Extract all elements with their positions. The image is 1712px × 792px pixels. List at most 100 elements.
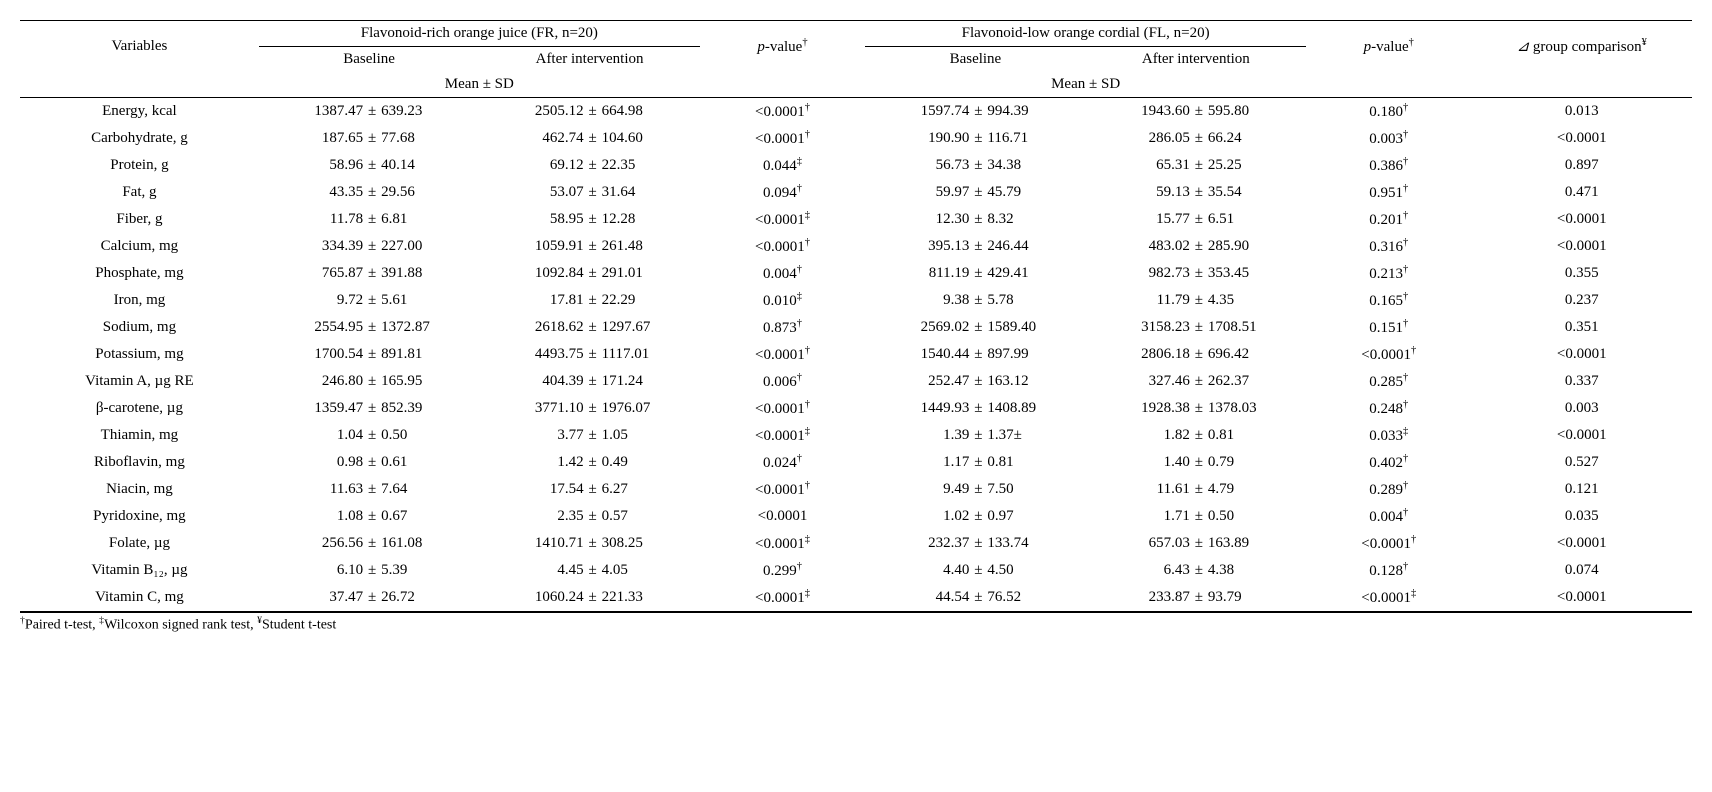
value-cell: 1.08±0.67: [259, 503, 479, 530]
delta-cell: 0.074: [1471, 557, 1692, 584]
value-cell: 1059.91±261.48: [479, 233, 699, 260]
value-cell: 1387.47±639.23: [259, 98, 479, 126]
delta-cell: <0.0001: [1471, 206, 1692, 233]
value-cell: 11.63±7.64: [259, 476, 479, 503]
value-cell: 6.10±5.39: [259, 557, 479, 584]
variable-cell: Vitamin B₁₂, µg: [20, 557, 259, 584]
delta-cell: 0.237: [1471, 287, 1692, 314]
pvalue-cell: 0.010‡: [700, 287, 865, 314]
value-cell: 1.04±0.50: [259, 422, 479, 449]
value-cell: 190.90±116.71: [865, 125, 1085, 152]
table-row: Fiber, g11.78±6.8158.95±12.28<0.0001‡12.…: [20, 206, 1692, 233]
value-cell: 11.79±4.35: [1086, 287, 1306, 314]
delta-cell: <0.0001: [1471, 341, 1692, 368]
value-cell: 286.05±66.24: [1086, 125, 1306, 152]
value-cell: 1597.74±994.39: [865, 98, 1085, 126]
value-cell: 1060.24±221.33: [479, 584, 699, 612]
table-row: Vitamin C, mg37.47±26.721060.24±221.33<0…: [20, 584, 1692, 612]
table-body: Energy, kcal1387.47±639.232505.12±664.98…: [20, 98, 1692, 612]
variable-cell: Carbohydrate, g: [20, 125, 259, 152]
value-cell: 765.87±391.88: [259, 260, 479, 287]
header-pvalue-fr: p-value†: [700, 21, 865, 73]
delta-cell: 0.351: [1471, 314, 1692, 341]
delta-cell: 0.471: [1471, 179, 1692, 206]
table-row: β-carotene, µg1359.47±852.393771.10±1976…: [20, 395, 1692, 422]
delta-cell: 0.527: [1471, 449, 1692, 476]
table-row: Niacin, mg11.63±7.6417.54±6.27<0.0001†9.…: [20, 476, 1692, 503]
table-row: Sodium, mg2554.95±1372.872618.62±1297.67…: [20, 314, 1692, 341]
table-row: Vitamin B₁₂, µg6.10±5.394.45±4.050.299†4…: [20, 557, 1692, 584]
delta-cell: 0.013: [1471, 98, 1692, 126]
value-cell: 4.45±4.05: [479, 557, 699, 584]
value-cell: 1.42±0.49: [479, 449, 699, 476]
value-cell: 44.54±76.52: [865, 584, 1085, 612]
pvalue-cell: 0.094†: [700, 179, 865, 206]
pvalue-cell: <0.0001†: [700, 476, 865, 503]
value-cell: 483.02±285.90: [1086, 233, 1306, 260]
delta-cell: 0.355: [1471, 260, 1692, 287]
table-row: Pyridoxine, mg1.08±0.672.35±0.57<0.00011…: [20, 503, 1692, 530]
value-cell: 4493.75±1117.01: [479, 341, 699, 368]
value-cell: 58.96±40.14: [259, 152, 479, 179]
variable-cell: Phosphate, mg: [20, 260, 259, 287]
header-pvalue-fl: p-value†: [1306, 21, 1471, 73]
value-cell: 395.13±246.44: [865, 233, 1085, 260]
pvalue-cell: <0.0001‡: [700, 530, 865, 557]
value-cell: 2806.18±696.42: [1086, 341, 1306, 368]
value-cell: 2569.02±1589.40: [865, 314, 1085, 341]
variable-cell: Vitamin C, mg: [20, 584, 259, 612]
delta-cell: <0.0001: [1471, 530, 1692, 557]
header-fl-baseline: Baseline: [865, 47, 1085, 73]
pvalue-cell: <0.0001†: [1306, 530, 1471, 557]
header-fr-baseline: Baseline: [259, 47, 479, 73]
value-cell: 2618.62±1297.67: [479, 314, 699, 341]
header-fr-after: After intervention: [479, 47, 699, 73]
value-cell: 1540.44±897.99: [865, 341, 1085, 368]
variable-cell: Fiber, g: [20, 206, 259, 233]
delta-cell: 0.003: [1471, 395, 1692, 422]
pvalue-cell: 0.316†: [1306, 233, 1471, 260]
table-row: Potassium, mg1700.54±891.814493.75±1117.…: [20, 341, 1692, 368]
delta-cell: <0.0001: [1471, 125, 1692, 152]
value-cell: 1.39±1.37±: [865, 422, 1085, 449]
value-cell: 9.72±5.61: [259, 287, 479, 314]
value-cell: 1092.84±291.01: [479, 260, 699, 287]
value-cell: 1.40±0.79: [1086, 449, 1306, 476]
value-cell: 1.82±0.81: [1086, 422, 1306, 449]
value-cell: 53.07±31.64: [479, 179, 699, 206]
value-cell: 11.78±6.81: [259, 206, 479, 233]
value-cell: 982.73±353.45: [1086, 260, 1306, 287]
value-cell: 1943.60±595.80: [1086, 98, 1306, 126]
delta-cell: <0.0001: [1471, 584, 1692, 612]
pvalue-cell: <0.0001†: [700, 125, 865, 152]
pvalue-cell: 0.402†: [1306, 449, 1471, 476]
delta-cell: 0.337: [1471, 368, 1692, 395]
value-cell: 811.19±429.41: [865, 260, 1085, 287]
pvalue-cell: <0.0001†: [700, 98, 865, 126]
variable-cell: Vitamin A, µg RE: [20, 368, 259, 395]
table-row: Thiamin, mg1.04±0.503.77±1.05<0.0001‡1.3…: [20, 422, 1692, 449]
value-cell: 232.37±133.74: [865, 530, 1085, 557]
value-cell: 1.71±0.50: [1086, 503, 1306, 530]
pvalue-cell: 0.128†: [1306, 557, 1471, 584]
pvalue-cell: <0.0001†: [700, 233, 865, 260]
value-cell: 59.97±45.79: [865, 179, 1085, 206]
pvalue-cell: 0.248†: [1306, 395, 1471, 422]
table-row: Energy, kcal1387.47±639.232505.12±664.98…: [20, 98, 1692, 126]
value-cell: 2554.95±1372.87: [259, 314, 479, 341]
header-fr-meansd: Mean ± SD: [259, 72, 700, 98]
value-cell: 404.39±171.24: [479, 368, 699, 395]
delta-cell: 0.035: [1471, 503, 1692, 530]
pvalue-cell: 0.004†: [700, 260, 865, 287]
header-fl-after: After intervention: [1086, 47, 1306, 73]
variable-cell: Energy, kcal: [20, 98, 259, 126]
pvalue-cell: 0.033‡: [1306, 422, 1471, 449]
pvalue-cell: <0.0001†: [1306, 341, 1471, 368]
table-header: Variables Flavonoid-rich orange juice (F…: [20, 21, 1692, 98]
value-cell: 1449.93±1408.89: [865, 395, 1085, 422]
header-delta: ⊿ group comparison¥: [1471, 21, 1692, 73]
header-fl-meansd: Mean ± SD: [865, 72, 1306, 98]
value-cell: 43.35±29.56: [259, 179, 479, 206]
variable-cell: Thiamin, mg: [20, 422, 259, 449]
value-cell: 56.73±34.38: [865, 152, 1085, 179]
